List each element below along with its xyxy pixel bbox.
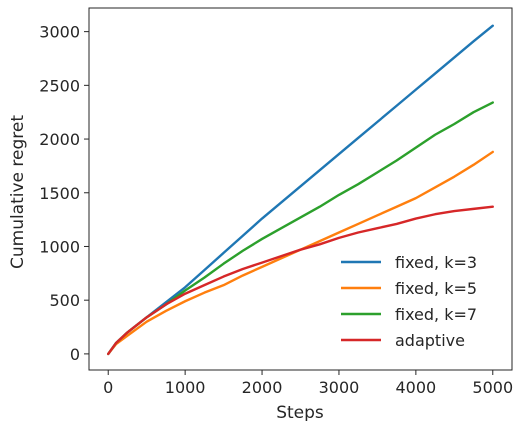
x-tick-label: 0 xyxy=(103,378,113,397)
y-axis-label: Cumulative regret xyxy=(8,115,28,269)
y-tick-label: 1500 xyxy=(39,184,80,203)
y-tick-label: 2500 xyxy=(39,76,80,95)
y-tick-label: 0 xyxy=(70,345,80,364)
x-axis-ticks: 0 1000 2000 3000 4000 5000 xyxy=(103,370,513,397)
x-axis-label: Steps xyxy=(276,403,324,421)
legend-label: fixed, k=5 xyxy=(395,279,477,298)
series-line-4 xyxy=(107,205,494,356)
y-axis-ticks: 0 500 1000 1500 2000 2500 3000 xyxy=(39,23,89,364)
series-layer xyxy=(107,24,494,356)
x-tick-label: 3000 xyxy=(319,378,360,397)
plot-frame xyxy=(88,7,513,371)
plot-area xyxy=(88,7,513,371)
y-tick-label: 500 xyxy=(49,291,80,310)
x-tick-label: 4000 xyxy=(396,378,437,397)
legend-label: fixed, k=3 xyxy=(395,253,477,272)
legend-label: adaptive xyxy=(395,331,465,350)
legend: fixed, k=3 fixed, k=5 fixed, k=7 adaptive xyxy=(341,253,477,350)
x-tick-label: 2000 xyxy=(242,378,283,397)
legend-label: fixed, k=7 xyxy=(395,305,477,324)
y-tick-label: 1000 xyxy=(39,237,80,256)
y-tick-label: 2000 xyxy=(39,130,80,149)
x-tick-label: 1000 xyxy=(165,378,206,397)
x-tick-label: 5000 xyxy=(472,378,513,397)
y-tick-label: 3000 xyxy=(39,23,80,42)
